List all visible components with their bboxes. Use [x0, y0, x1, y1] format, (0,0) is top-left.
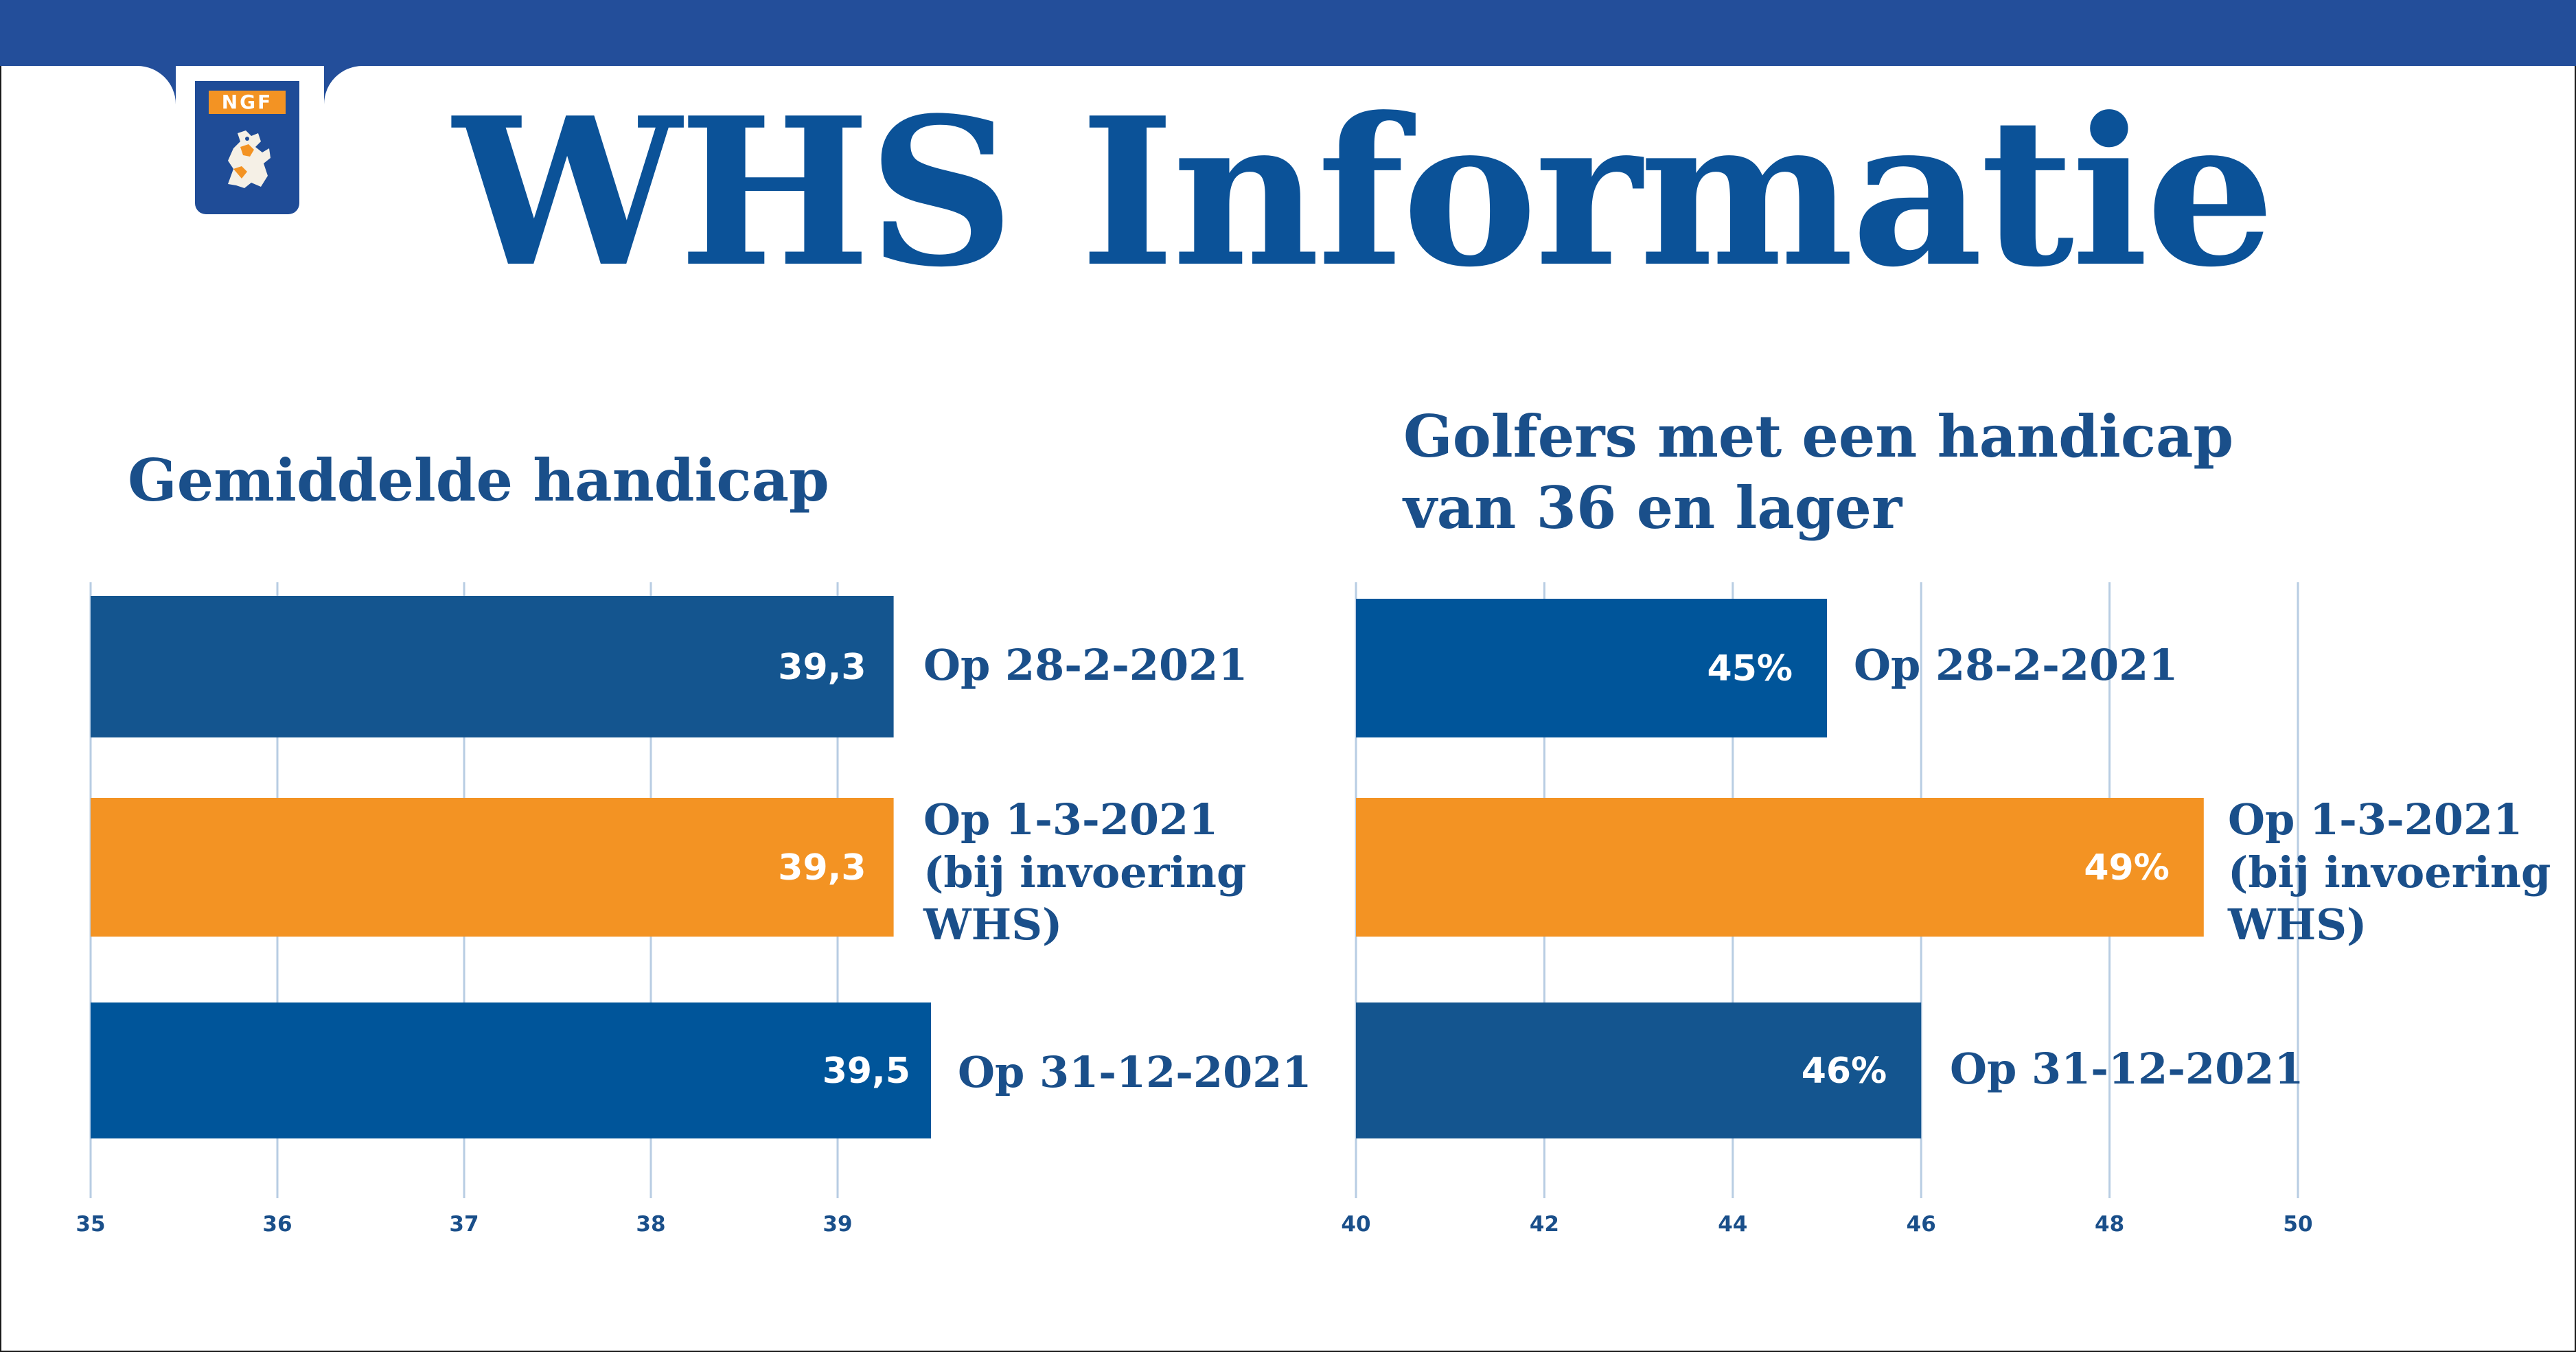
- x-tick-label: 38: [636, 1212, 665, 1237]
- bar: [1356, 1002, 1922, 1138]
- x-tick-label: 44: [1718, 1212, 1747, 1237]
- category-label: Op 1-3-2021: [2228, 794, 2522, 845]
- category-label: (bij invoering: [923, 847, 1246, 897]
- ngf-logo: NGF: [195, 81, 299, 214]
- category-label: Op 28-2-2021: [923, 640, 1247, 690]
- bar-value-label: 45%: [1707, 648, 1793, 689]
- x-tick-label: 37: [449, 1212, 479, 1237]
- category-label: WHS): [2227, 900, 2367, 950]
- chart-title-right-line1: Golfers met een handicap: [1403, 402, 2234, 470]
- bar: [91, 596, 894, 737]
- category-label: Op 28-2-2021: [1854, 640, 2178, 690]
- page-title: WHS Informatie: [453, 73, 2275, 312]
- tab-corner-left: [137, 66, 176, 104]
- x-tick-label: 40: [1341, 1212, 1370, 1237]
- x-tick-label: 48: [2095, 1212, 2124, 1237]
- bar: [1356, 599, 1827, 737]
- x-tick-label: 36: [262, 1212, 292, 1237]
- bar-value-label: 39,5: [823, 1051, 910, 1092]
- x-tick-label: 35: [76, 1212, 105, 1237]
- bar-value-label: 39,3: [778, 847, 866, 889]
- x-tick-label: 50: [2283, 1212, 2312, 1237]
- lion-icon: [228, 130, 271, 188]
- tab-corner-right: [324, 66, 363, 104]
- category-label: WHS): [923, 900, 1062, 950]
- category-label: Op 31-12-2021: [958, 1047, 1312, 1097]
- category-label: (bij invoering: [2228, 847, 2551, 897]
- chart-title-right-line2: van 36 en lager: [1403, 474, 1902, 542]
- x-tick-label: 46: [1907, 1212, 1936, 1237]
- bar-value-label: 39,3: [778, 647, 866, 688]
- category-label: Op 1-3-2021: [923, 794, 1218, 845]
- logo-text: NGF: [209, 91, 286, 114]
- category-label: Op 31-12-2021: [1950, 1044, 2304, 1094]
- bar-value-label: 49%: [2084, 847, 2169, 889]
- x-tick-label: 39: [823, 1212, 852, 1237]
- chart-title-left: Gemiddelde handicap: [128, 446, 829, 514]
- bar: [91, 798, 894, 937]
- top-banner: [0, 0, 2576, 66]
- x-tick-label: 42: [1530, 1212, 1559, 1237]
- bar: [91, 1002, 931, 1138]
- bar-value-label: 46%: [1802, 1051, 1887, 1092]
- bar: [1356, 798, 2204, 937]
